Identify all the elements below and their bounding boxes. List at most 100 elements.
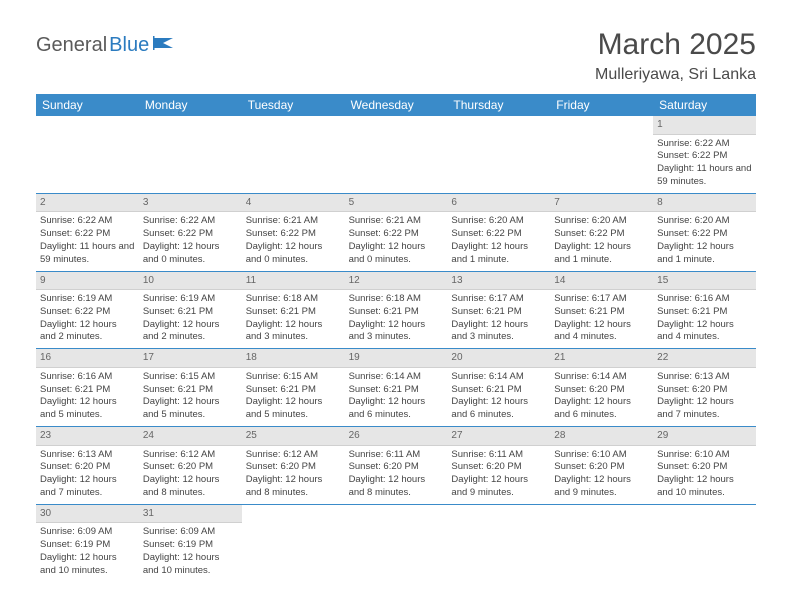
daylight-text: Daylight: 12 hours and 1 minute. <box>451 241 546 267</box>
daylight-text: Daylight: 12 hours and 4 minutes. <box>657 319 752 345</box>
day-number: 25 <box>242 427 345 446</box>
day-number: 8 <box>653 194 756 213</box>
day-body: Sunrise: 6:18 AMSunset: 6:21 PMDaylight:… <box>345 290 448 348</box>
day-cell <box>242 116 345 193</box>
day-number: 22 <box>653 349 756 368</box>
daylight-text: Daylight: 12 hours and 3 minutes. <box>246 319 341 345</box>
sunset-text: Sunset: 6:22 PM <box>349 228 444 241</box>
sunset-text: Sunset: 6:19 PM <box>143 539 238 552</box>
calendar-grid: Sunday Monday Tuesday Wednesday Thursday… <box>36 94 756 582</box>
day-cell <box>447 505 550 582</box>
day-number: 10 <box>139 272 242 291</box>
day-cell <box>139 116 242 193</box>
sunrise-text: Sunrise: 6:19 AM <box>40 293 135 306</box>
day-body: Sunrise: 6:10 AMSunset: 6:20 PMDaylight:… <box>550 446 653 504</box>
day-body: Sunrise: 6:12 AMSunset: 6:20 PMDaylight:… <box>242 446 345 504</box>
weekday-header: Friday <box>550 94 653 116</box>
day-cell: 2Sunrise: 6:22 AMSunset: 6:22 PMDaylight… <box>36 194 139 271</box>
sunrise-text: Sunrise: 6:22 AM <box>657 138 752 151</box>
sunset-text: Sunset: 6:20 PM <box>554 461 649 474</box>
day-number: 9 <box>36 272 139 291</box>
day-cell: 13Sunrise: 6:17 AMSunset: 6:21 PMDayligh… <box>447 272 550 349</box>
day-cell <box>653 505 756 582</box>
daylight-text: Daylight: 11 hours and 59 minutes. <box>657 163 752 189</box>
day-cell: 18Sunrise: 6:15 AMSunset: 6:21 PMDayligh… <box>242 349 345 426</box>
day-body: Sunrise: 6:14 AMSunset: 6:21 PMDaylight:… <box>447 368 550 426</box>
daylight-text: Daylight: 12 hours and 0 minutes. <box>349 241 444 267</box>
daylight-text: Daylight: 12 hours and 5 minutes. <box>246 396 341 422</box>
sunset-text: Sunset: 6:21 PM <box>554 306 649 319</box>
week-row: 1Sunrise: 6:22 AMSunset: 6:22 PMDaylight… <box>36 116 756 194</box>
sunrise-text: Sunrise: 6:21 AM <box>246 215 341 228</box>
daylight-text: Daylight: 12 hours and 3 minutes. <box>451 319 546 345</box>
day-cell: 27Sunrise: 6:11 AMSunset: 6:20 PMDayligh… <box>447 427 550 504</box>
daylight-text: Daylight: 11 hours and 59 minutes. <box>40 241 135 267</box>
sunrise-text: Sunrise: 6:17 AM <box>554 293 649 306</box>
sunset-text: Sunset: 6:21 PM <box>143 384 238 397</box>
day-body: Sunrise: 6:22 AMSunset: 6:22 PMDaylight:… <box>36 212 139 270</box>
sunset-text: Sunset: 6:20 PM <box>143 461 238 474</box>
day-body: Sunrise: 6:11 AMSunset: 6:20 PMDaylight:… <box>345 446 448 504</box>
weekday-header: Wednesday <box>345 94 448 116</box>
day-cell: 22Sunrise: 6:13 AMSunset: 6:20 PMDayligh… <box>653 349 756 426</box>
weekday-header: Tuesday <box>242 94 345 116</box>
sunrise-text: Sunrise: 6:15 AM <box>246 371 341 384</box>
day-cell: 5Sunrise: 6:21 AMSunset: 6:22 PMDaylight… <box>345 194 448 271</box>
sunset-text: Sunset: 6:22 PM <box>451 228 546 241</box>
sunset-text: Sunset: 6:21 PM <box>349 306 444 319</box>
day-cell <box>242 505 345 582</box>
day-body: Sunrise: 6:11 AMSunset: 6:20 PMDaylight:… <box>447 446 550 504</box>
day-body: Sunrise: 6:20 AMSunset: 6:22 PMDaylight:… <box>447 212 550 270</box>
day-cell: 14Sunrise: 6:17 AMSunset: 6:21 PMDayligh… <box>550 272 653 349</box>
sunset-text: Sunset: 6:21 PM <box>246 306 341 319</box>
page-container: GeneralBlue March 2025 Mulleriyawa, Sri … <box>0 0 792 582</box>
day-number: 27 <box>447 427 550 446</box>
daylight-text: Daylight: 12 hours and 9 minutes. <box>554 474 649 500</box>
daylight-text: Daylight: 12 hours and 10 minutes. <box>40 552 135 578</box>
day-body: Sunrise: 6:12 AMSunset: 6:20 PMDaylight:… <box>139 446 242 504</box>
brand-part2: Blue <box>109 34 149 57</box>
daylight-text: Daylight: 12 hours and 2 minutes. <box>40 319 135 345</box>
day-cell: 21Sunrise: 6:14 AMSunset: 6:20 PMDayligh… <box>550 349 653 426</box>
day-body: Sunrise: 6:19 AMSunset: 6:22 PMDaylight:… <box>36 290 139 348</box>
sunset-text: Sunset: 6:21 PM <box>246 384 341 397</box>
day-body: Sunrise: 6:15 AMSunset: 6:21 PMDaylight:… <box>242 368 345 426</box>
sunrise-text: Sunrise: 6:21 AM <box>349 215 444 228</box>
day-cell: 16Sunrise: 6:16 AMSunset: 6:21 PMDayligh… <box>36 349 139 426</box>
sunset-text: Sunset: 6:21 PM <box>40 384 135 397</box>
daylight-text: Daylight: 12 hours and 9 minutes. <box>451 474 546 500</box>
day-body: Sunrise: 6:20 AMSunset: 6:22 PMDaylight:… <box>550 212 653 270</box>
sunset-text: Sunset: 6:20 PM <box>246 461 341 474</box>
sunset-text: Sunset: 6:20 PM <box>349 461 444 474</box>
day-number: 1 <box>653 116 756 135</box>
sunrise-text: Sunrise: 6:10 AM <box>657 449 752 462</box>
sunset-text: Sunset: 6:21 PM <box>451 384 546 397</box>
day-body: Sunrise: 6:18 AMSunset: 6:21 PMDaylight:… <box>242 290 345 348</box>
sunset-text: Sunset: 6:21 PM <box>143 306 238 319</box>
sunrise-text: Sunrise: 6:20 AM <box>451 215 546 228</box>
sunrise-text: Sunrise: 6:16 AM <box>657 293 752 306</box>
sunrise-text: Sunrise: 6:14 AM <box>451 371 546 384</box>
day-body: Sunrise: 6:13 AMSunset: 6:20 PMDaylight:… <box>36 446 139 504</box>
day-cell: 1Sunrise: 6:22 AMSunset: 6:22 PMDaylight… <box>653 116 756 193</box>
day-cell: 30Sunrise: 6:09 AMSunset: 6:19 PMDayligh… <box>36 505 139 582</box>
sunset-text: Sunset: 6:22 PM <box>554 228 649 241</box>
day-cell <box>550 116 653 193</box>
day-number: 19 <box>345 349 448 368</box>
day-number: 21 <box>550 349 653 368</box>
day-number: 23 <box>36 427 139 446</box>
sunrise-text: Sunrise: 6:11 AM <box>349 449 444 462</box>
day-number: 7 <box>550 194 653 213</box>
day-cell: 29Sunrise: 6:10 AMSunset: 6:20 PMDayligh… <box>653 427 756 504</box>
day-cell: 12Sunrise: 6:18 AMSunset: 6:21 PMDayligh… <box>345 272 448 349</box>
daylight-text: Daylight: 12 hours and 10 minutes. <box>143 552 238 578</box>
day-body: Sunrise: 6:16 AMSunset: 6:21 PMDaylight:… <box>36 368 139 426</box>
day-body: Sunrise: 6:14 AMSunset: 6:21 PMDaylight:… <box>345 368 448 426</box>
day-cell: 20Sunrise: 6:14 AMSunset: 6:21 PMDayligh… <box>447 349 550 426</box>
day-number: 3 <box>139 194 242 213</box>
daylight-text: Daylight: 12 hours and 5 minutes. <box>143 396 238 422</box>
day-number: 11 <box>242 272 345 291</box>
day-cell: 26Sunrise: 6:11 AMSunset: 6:20 PMDayligh… <box>345 427 448 504</box>
week-row: 23Sunrise: 6:13 AMSunset: 6:20 PMDayligh… <box>36 427 756 505</box>
day-cell: 10Sunrise: 6:19 AMSunset: 6:21 PMDayligh… <box>139 272 242 349</box>
